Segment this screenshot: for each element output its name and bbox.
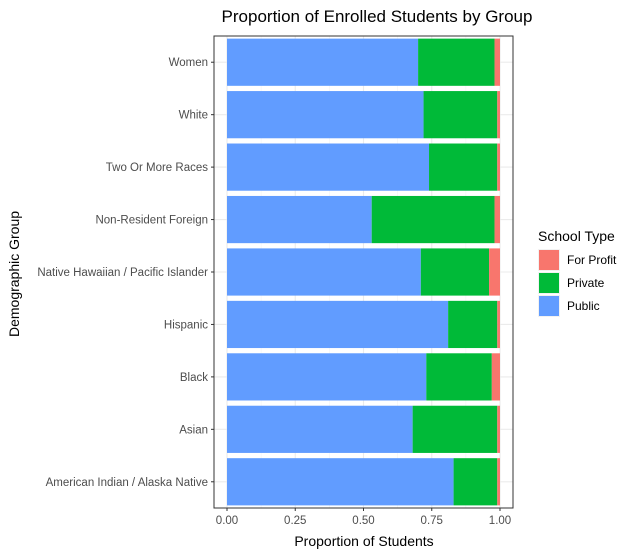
- x-tick-label: 0.50: [352, 515, 374, 527]
- y-tick-label: Hispanic: [164, 319, 208, 331]
- x-tick-label: 0.75: [421, 515, 443, 527]
- x-tick-label: 0.25: [284, 515, 306, 527]
- y-tick-label: Non-Resident Foreign: [95, 215, 208, 227]
- legend-label: Public: [567, 299, 600, 313]
- legend-label: Private: [567, 276, 605, 290]
- legend-title: School Type: [538, 228, 615, 244]
- bar-segment-for-profit: [497, 91, 500, 139]
- bar-segment-for-profit: [494, 38, 500, 86]
- x-tick-label: 1.00: [489, 515, 511, 527]
- bar-segment-for-profit: [494, 195, 500, 244]
- y-tick-label: American Indian / Alaska Native: [46, 477, 208, 489]
- legend: School Type For Profit Private Public: [538, 228, 617, 317]
- bar-segment-private: [420, 248, 490, 296]
- bar-segment-private: [371, 195, 495, 244]
- legend-key-for-profit: [539, 250, 559, 270]
- bar-segment-private: [448, 300, 498, 349]
- x-tick-label: 0.00: [216, 515, 238, 527]
- y-tick-label: Asian: [179, 424, 208, 436]
- bar-segment-public: [227, 300, 449, 349]
- legend-key-public: [539, 296, 559, 316]
- y-tick-label: Native Hawaiian / Pacific Islander: [37, 267, 208, 279]
- y-axis-title: Demographic Group: [6, 211, 22, 337]
- bar-segment-private: [453, 458, 498, 506]
- bar-segment-for-profit: [489, 248, 500, 296]
- bar-segment-public: [227, 458, 454, 506]
- y-tick-label: Black: [180, 372, 208, 384]
- bar-segment-public: [227, 248, 421, 296]
- bar-segment-for-profit: [497, 300, 500, 349]
- bar-segment-public: [227, 143, 430, 191]
- bar-segment-private: [412, 405, 498, 453]
- legend-key-private: [539, 273, 559, 293]
- y-tick-label: Two Or More Races: [106, 162, 208, 174]
- legend-label: For Profit: [567, 253, 617, 267]
- bar-segment-private: [429, 143, 498, 191]
- bar-segment-public: [227, 405, 413, 453]
- y-tick-label: White: [179, 110, 208, 122]
- bar-segment-private: [423, 91, 498, 139]
- bar-segment-public: [227, 38, 419, 86]
- bar-segment-private: [418, 38, 495, 86]
- bar-segment-public: [227, 353, 427, 401]
- bar-segment-for-profit: [497, 143, 500, 191]
- plot-area: Women White Two Or More Races Non-Resident …: [37, 35, 514, 527]
- bar-segment-public: [227, 195, 372, 244]
- y-tick-label: Women: [169, 57, 208, 69]
- bar-segment-for-profit: [491, 353, 500, 401]
- chart-title: Proportion of Enrolled Students by Group: [222, 7, 533, 26]
- bar-segment-private: [426, 353, 492, 401]
- bar-segment-for-profit: [497, 458, 500, 506]
- bar-segment-for-profit: [497, 405, 500, 453]
- bar-segment-public: [227, 91, 424, 139]
- x-axis-title: Proportion of Students: [294, 533, 433, 549]
